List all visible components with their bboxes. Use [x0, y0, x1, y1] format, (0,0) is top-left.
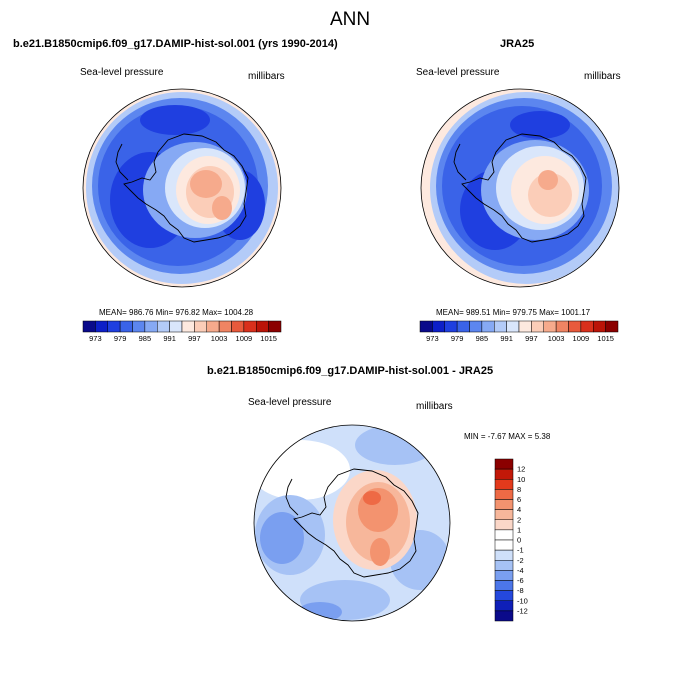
model-colorbar-box [144, 320, 158, 333]
diff-colorbar-box [494, 549, 514, 561]
obs-colorbar-tick-label: 973 [426, 334, 439, 343]
obs-colorbar-box [555, 320, 569, 333]
model-colorbar-box [218, 320, 232, 333]
diff-units-label: millibars [416, 401, 453, 412]
model-colorbar-box [231, 320, 245, 333]
obs-colorbar-box [580, 320, 594, 333]
diff-colorbar-tick-label: 6 [517, 495, 521, 504]
diff-colorbar-box [494, 590, 514, 601]
obs-colorbar-box [605, 320, 619, 333]
diff-colorbar-box [494, 519, 514, 531]
diff-colorbar-tick-label: 1 [517, 525, 521, 534]
model-colorbar-box [268, 320, 282, 333]
diff-colorbar-tick-label: 12 [517, 465, 525, 474]
obs-colorbar-box [419, 320, 433, 333]
model-colorbar-tick-label: 1009 [236, 334, 253, 343]
model-colorbar-box [169, 320, 183, 333]
diff-colorbar-box [494, 570, 514, 581]
model-colorbar-box [256, 320, 269, 333]
obs-stats: MEAN= 989.51 Min= 979.75 Max= 1001.17 [436, 308, 591, 317]
diff-panel-title: b.e21.B1850cmip6.f09_g17.DAMIP-hist-sol.… [206, 365, 494, 377]
obs-colorbar-box [432, 320, 445, 333]
model-colorbar-tick-label: 1003 [211, 334, 228, 343]
diff-stats: MIN = -7.67 MAX = 5.38 [464, 432, 551, 441]
model-colorbar-tick-label: 985 [139, 334, 152, 343]
diff-colorbar-tick-label: -4 [517, 566, 524, 575]
obs-colorbar-box [469, 320, 483, 333]
diff-colorbar-box [494, 499, 514, 510]
diff-colorbar-box [494, 560, 514, 571]
diff-colorbar-box [494, 600, 514, 612]
obs-colorbar-tick-label: 1009 [573, 334, 590, 343]
model-colorbar-box [132, 320, 146, 333]
obs-colorbar-tick-label: 1003 [548, 334, 565, 343]
model-colorbar-box [119, 320, 133, 333]
obs-colorbar-box [444, 320, 458, 333]
model-colorbar-tick-label: 979 [114, 334, 127, 343]
model-colorbar-box [82, 320, 96, 333]
model-colorbar-tick-label: 997 [188, 334, 201, 343]
diff-colorbar-tick-label: 10 [517, 475, 525, 484]
diff-colorbar-tick-label: 4 [517, 505, 521, 514]
diff-colorbar-tick-label: 8 [517, 485, 521, 494]
model-variable-label: Sea-level pressure [80, 67, 164, 78]
obs-colorbar-box [456, 320, 470, 333]
diff-colorbar-box [494, 509, 514, 520]
diff-colorbar-box [494, 539, 514, 551]
model-units-label: millibars [248, 71, 285, 82]
diff-colorbar-box [494, 489, 514, 500]
model-colorbar-box [243, 320, 257, 333]
obs-colorbar: 973 979 985 991 997 1003 1009 1015 [419, 320, 619, 343]
obs-colorbar-box [518, 320, 532, 333]
model-colorbar-box [194, 320, 207, 333]
obs-colorbar-tick-label: 979 [451, 334, 464, 343]
model-colorbar-tick-label: 991 [163, 334, 176, 343]
obs-variable-label: Sea-level pressure [416, 67, 500, 78]
model-colorbar-tick-label: 973 [89, 334, 102, 343]
obs-colorbar-tick-label: 1015 [597, 334, 614, 343]
diff-colorbar-box [494, 479, 514, 490]
obs-colorbar-box [568, 320, 582, 333]
diff-colorbar-tick-label: -8 [517, 586, 524, 595]
model-stats: MEAN= 986.76 Min= 976.82 Max= 1004.28 [99, 308, 254, 317]
diff-map [253, 424, 451, 622]
diff-colorbar-box [494, 458, 514, 470]
model-colorbar-box [181, 320, 195, 333]
obs-colorbar-tick-label: 997 [525, 334, 538, 343]
obs-colorbar-box [481, 320, 495, 333]
model-colorbar: 973 979 985 991 997 1003 1009 1015 [82, 320, 282, 343]
diff-colorbar-box [494, 468, 514, 480]
diff-colorbar-box [494, 529, 514, 541]
obs-map [420, 88, 620, 288]
model-panel-title: b.e21.B1850cmip6.f09_g17.DAMIP-hist-sol.… [13, 38, 338, 50]
figure-title: ANN [329, 9, 371, 30]
diff-colorbar-tick-label: -1 [517, 546, 524, 555]
model-colorbar-box [157, 320, 170, 333]
diff-colorbar-tick-label: -10 [517, 596, 528, 605]
obs-units-label: millibars [584, 71, 621, 82]
model-colorbar-box [206, 320, 220, 333]
diff-colorbar-tick-label: 0 [517, 536, 521, 545]
diff-variable-label: Sea-level pressure [248, 397, 332, 408]
obs-colorbar-tick-label: 991 [500, 334, 513, 343]
obs-colorbar-box [543, 320, 557, 333]
model-colorbar-tick-label: 1015 [260, 334, 277, 343]
obs-colorbar-box [593, 320, 606, 333]
obs-colorbar-box [494, 320, 507, 333]
diff-colorbar-tick-label: 2 [517, 515, 521, 524]
model-map [82, 88, 282, 288]
obs-colorbar-tick-label: 985 [476, 334, 489, 343]
model-colorbar-box [95, 320, 108, 333]
diff-colorbar-tick-label: -2 [517, 556, 524, 565]
diff-colorbar-box [494, 580, 514, 591]
diff-colorbar-tick-label: -6 [517, 576, 524, 585]
diff-colorbar-box [494, 610, 514, 622]
obs-panel-title: JRA25 [500, 38, 535, 50]
obs-colorbar-box [506, 320, 520, 333]
diff-colorbar-tick-label: -12 [517, 606, 528, 615]
model-colorbar-box [107, 320, 121, 333]
obs-colorbar-box [531, 320, 544, 333]
